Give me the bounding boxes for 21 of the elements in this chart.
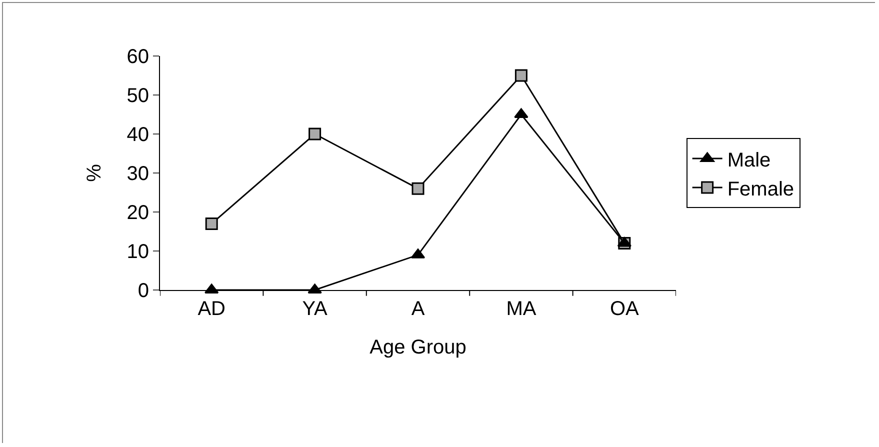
y-tick-label: 10: [126, 241, 149, 263]
point: [617, 236, 632, 247]
x-tick-label: YA: [302, 298, 328, 320]
point: [412, 182, 424, 195]
point: [205, 217, 218, 230]
x-tick-label: A: [411, 298, 426, 320]
y-tick-label: 30: [126, 163, 149, 185]
legend-label: Female: [727, 178, 794, 200]
x-tick-label: MA: [506, 298, 537, 320]
y-tick-label: 40: [126, 124, 149, 146]
y-tick-label: 60: [126, 46, 149, 68]
y-axis-title: %: [83, 164, 106, 182]
x-tick-label: AD: [198, 298, 226, 320]
point: [308, 128, 322, 140]
legend-label: Male: [727, 149, 771, 172]
x-axis-title: Age Group: [370, 336, 466, 358]
y-tick-label: 20: [126, 202, 149, 224]
x-tick-label: OA: [610, 298, 640, 320]
y-tick-label: 0: [138, 280, 149, 302]
y-tick-label: 50: [126, 85, 149, 107]
point: [514, 69, 528, 82]
